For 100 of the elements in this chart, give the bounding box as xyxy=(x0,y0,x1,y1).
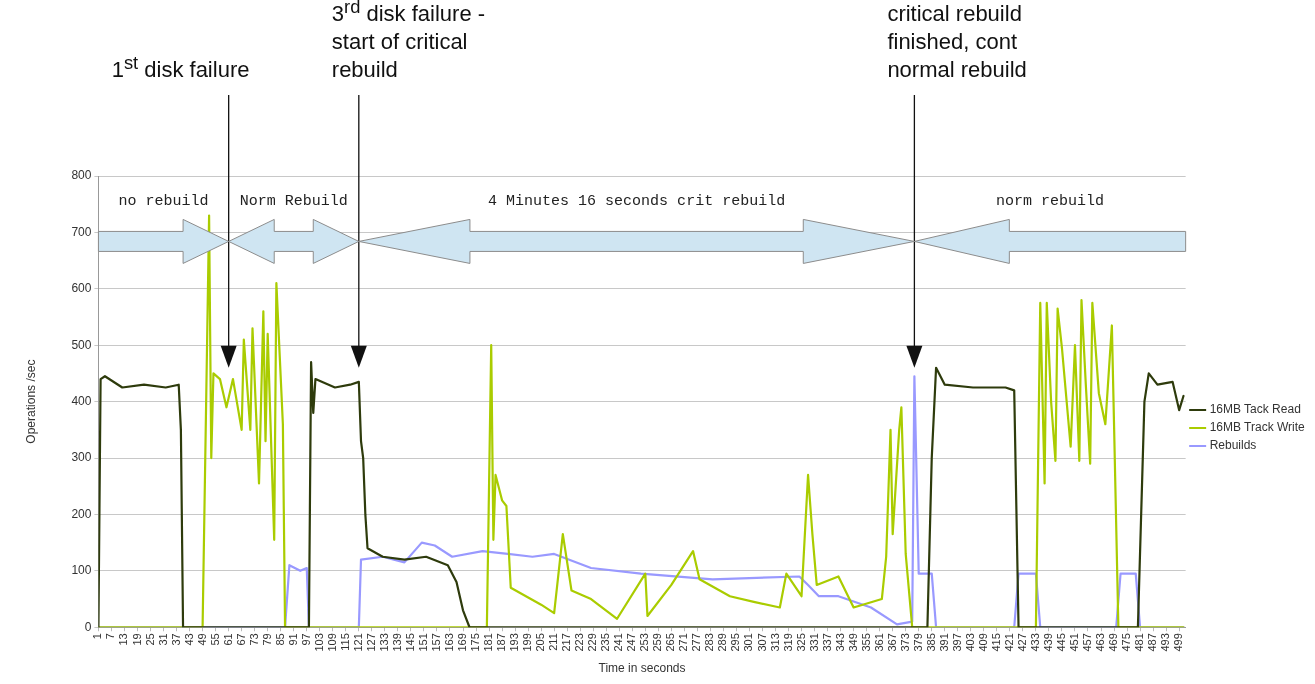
text: 1$^{st}$ disk failure xyxy=(111,51,251,85)
x-tick-label: 175 xyxy=(469,633,482,652)
x-tick-label: 313 xyxy=(768,633,781,652)
x-tick-label: 91 xyxy=(286,633,299,646)
x-tick-label: 271 xyxy=(677,633,690,652)
x-tick-label: 211 xyxy=(547,633,560,651)
x-tick-label: 445 xyxy=(1054,633,1067,652)
x-tick-label: 307 xyxy=(755,633,768,652)
x-axis-title: Time in seconds xyxy=(598,661,686,676)
x-tick-label: 283 xyxy=(703,633,716,652)
legend-label: 16MB Track Write xyxy=(1209,420,1306,435)
x-tick-label: 61 xyxy=(221,633,234,646)
x-tick-label: 475 xyxy=(1120,633,1133,652)
x-tick-label: 409 xyxy=(976,633,989,652)
x-tick-label: 421 xyxy=(1002,633,1015,652)
x-tick-label: 499 xyxy=(1172,633,1185,652)
x-tick-label: 367 xyxy=(885,633,898,652)
x-tick-label: 403 xyxy=(963,633,976,652)
x-tick-label: 25 xyxy=(143,633,156,646)
x-tick-label: 151 xyxy=(416,633,429,652)
x-tick-label: 103 xyxy=(312,633,325,652)
x-tick-label: 43 xyxy=(182,633,195,646)
x-tick-label: 469 xyxy=(1107,633,1120,652)
text: critical rebuild finished, cont normal rebuild xyxy=(887,0,1028,84)
x-tick-label: 487 xyxy=(1146,633,1159,652)
x-tick-label: 265 xyxy=(664,633,677,652)
x-tick-label: 121 xyxy=(351,633,364,652)
y-tick-label: 300 xyxy=(71,450,92,465)
x-tick-label: 55 xyxy=(208,633,221,646)
x-tick-label: 493 xyxy=(1159,633,1172,652)
x-tick-label: 355 xyxy=(859,633,872,652)
legend-label: Rebuilds xyxy=(1209,438,1257,453)
x-tick-label: 433 xyxy=(1028,633,1041,652)
x-tick-label: 223 xyxy=(573,633,586,652)
x-tick-label: 241 xyxy=(612,633,625,652)
x-tick-label: 133 xyxy=(377,633,390,652)
x-tick-label: 349 xyxy=(846,633,859,652)
annotation: norm rebuild xyxy=(996,193,1105,211)
x-tick-label: 37 xyxy=(169,633,182,646)
x-tick-label: 439 xyxy=(1041,633,1054,652)
x-tick-label: 247 xyxy=(625,633,638,652)
y-tick-label: 200 xyxy=(71,506,92,521)
x-tick-label: 343 xyxy=(833,633,846,652)
x-tick-label: 193 xyxy=(508,633,521,652)
x-tick-label: 373 xyxy=(898,633,911,652)
x-tick-label: 397 xyxy=(950,633,963,652)
x-tick-label: 7 xyxy=(104,633,117,640)
x-tick-label: 463 xyxy=(1094,633,1107,652)
x-tick-label: 181 xyxy=(482,633,495,652)
x-tick-label: 169 xyxy=(456,633,469,652)
x-tick-label: 199 xyxy=(521,633,534,652)
annotation: 4 Minutes 16 seconds crit rebuild xyxy=(488,193,786,211)
x-tick-label: 73 xyxy=(247,633,260,646)
x-tick-label: 427 xyxy=(1015,633,1028,652)
x-tick-label: 391 xyxy=(937,633,950,652)
y-tick-label: 0 xyxy=(84,619,92,634)
x-tick-label: 331 xyxy=(807,633,820,652)
x-tick-label: 127 xyxy=(364,633,377,652)
x-tick-label: 385 xyxy=(924,633,937,652)
x-tick-label: 109 xyxy=(325,633,338,652)
x-tick-label: 187 xyxy=(495,633,508,652)
x-tick-label: 253 xyxy=(638,633,651,652)
x-tick-label: 139 xyxy=(390,633,403,652)
text: 3$^{rd}$ disk failure - start of critical rebuild xyxy=(331,0,487,85)
x-tick-label: 415 xyxy=(989,633,1002,652)
y-tick-label: 100 xyxy=(71,563,92,578)
x-tick-label: 163 xyxy=(443,633,456,652)
x-tick-label: 361 xyxy=(872,633,885,652)
x-tick-label: 451 xyxy=(1068,633,1081,652)
y-axis-title: Operations /sec xyxy=(23,359,38,444)
legend-label: 16MB Tack Read xyxy=(1209,402,1301,417)
x-tick-label: 235 xyxy=(599,633,612,652)
x-tick-label: 31 xyxy=(156,633,169,646)
x-tick-label: 337 xyxy=(820,633,833,652)
x-tick-label: 157 xyxy=(429,633,442,652)
x-tick-label: 259 xyxy=(651,633,664,652)
x-tick-label: 85 xyxy=(273,633,286,646)
x-tick-label: 217 xyxy=(560,633,573,652)
y-tick-label: 800 xyxy=(71,168,92,183)
x-tick-label: 289 xyxy=(716,633,729,652)
x-tick-label: 481 xyxy=(1133,633,1146,652)
y-tick-label: 400 xyxy=(71,393,92,408)
x-tick-label: 325 xyxy=(794,633,807,652)
y-tick-label: 600 xyxy=(71,281,92,296)
x-tick-label: 13 xyxy=(117,633,130,646)
annotation: no rebuild xyxy=(118,193,209,211)
x-tick-label: 379 xyxy=(911,633,924,652)
x-tick-label: 145 xyxy=(403,633,416,652)
x-tick-label: 295 xyxy=(729,633,742,652)
x-tick-label: 97 xyxy=(299,633,312,646)
annotation: Norm Rebuild xyxy=(239,193,348,211)
x-tick-label: 301 xyxy=(742,633,755,652)
x-tick-label: 205 xyxy=(534,633,547,652)
y-tick-label: 500 xyxy=(71,337,92,352)
x-tick-label: 319 xyxy=(781,633,794,652)
x-tick-label: 67 xyxy=(234,633,247,646)
x-tick-label: 79 xyxy=(260,633,273,646)
x-tick-label: 115 xyxy=(338,633,351,651)
y-tick-label: 700 xyxy=(71,224,92,239)
x-tick-label: 1 xyxy=(91,633,104,640)
